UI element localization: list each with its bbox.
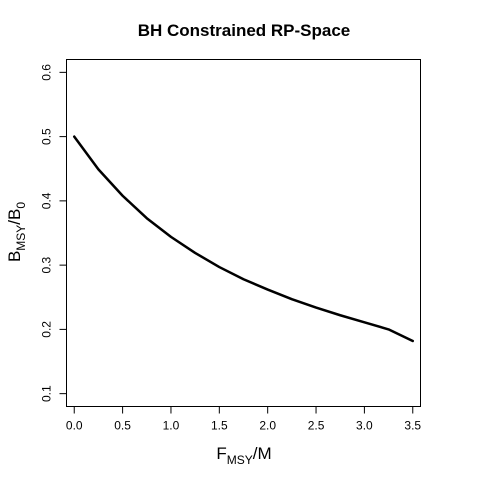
y-tick-label: 0.5 <box>40 128 54 145</box>
x-tick-label: 3.5 <box>404 419 421 433</box>
y-tick-label: 0.6 <box>40 64 54 81</box>
y-tick-label: 0.2 <box>40 321 54 338</box>
x-tick-label: 2.5 <box>308 419 325 433</box>
x-tick-label: 1.5 <box>211 419 228 433</box>
series-line <box>72 135 415 343</box>
x-tick-label: 0.5 <box>114 419 131 433</box>
y-axis-label: BMSY/B0 <box>5 202 28 262</box>
x-axis: 0.0 0.5 1.0 1.5 2.0 2.5 3.0 3.5 <box>66 406 421 433</box>
y-axis: 0.1 0.2 0.3 0.4 0.5 0.6 <box>40 64 67 402</box>
x-tick-label: 3.0 <box>356 419 373 433</box>
y-tick-label: 0.4 <box>40 192 54 209</box>
x-tick-label: 0.0 <box>66 419 83 433</box>
x-tick-label: 1.0 <box>163 419 180 433</box>
y-tick-label: 0.3 <box>40 256 54 273</box>
x-tick-label: 2.0 <box>259 419 276 433</box>
x-axis-label: FMSY/M <box>216 444 271 467</box>
chart-title: BH Constrained RP-Space <box>138 21 351 40</box>
plot-frame <box>66 59 421 407</box>
y-tick-label: 0.1 <box>40 385 54 402</box>
